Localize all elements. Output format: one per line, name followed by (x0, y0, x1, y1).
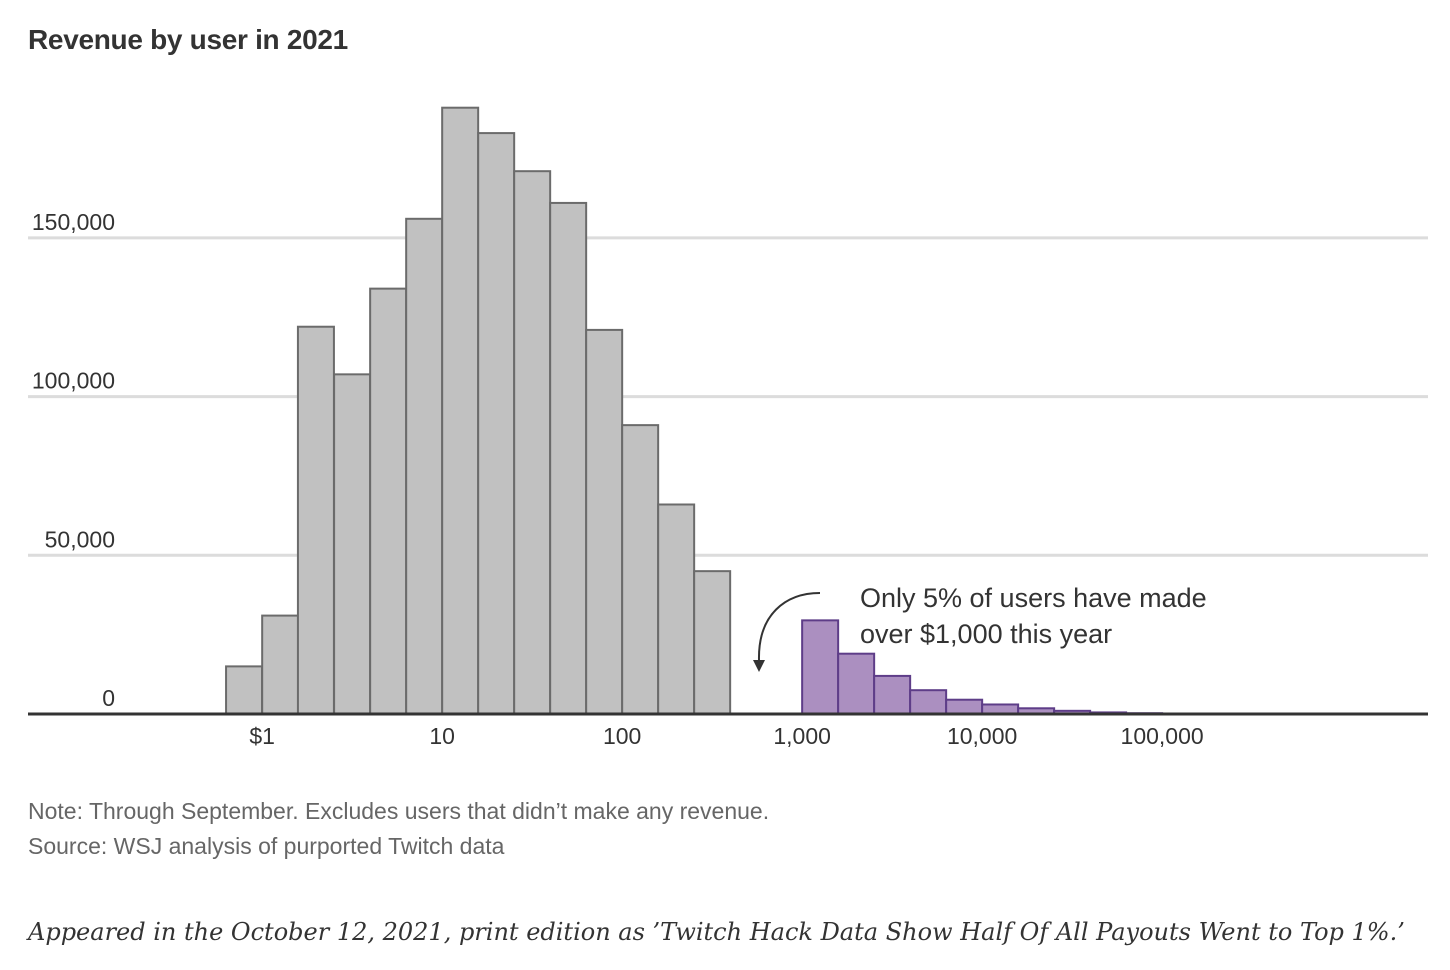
bar-under-1000 (369, 287, 408, 715)
x-tick-label: 100,000 (1121, 723, 1204, 749)
x-tick-label: 1,000 (773, 723, 831, 749)
annotation-line-1: Only 5% of users have made (860, 583, 1207, 613)
bar-under-1000 (693, 570, 732, 716)
bar-under-1000 (441, 106, 480, 715)
print-edition-note: Appeared in the October 12, 2021, print … (28, 918, 1405, 946)
annotation-text: Only 5% of users have made over $1,000 t… (860, 580, 1207, 652)
bar-under-1000 (333, 373, 372, 715)
annotation-arrowhead (753, 660, 765, 672)
bar-over-1000 (873, 674, 912, 716)
bar-over-1000 (837, 652, 876, 716)
x-tick-labels: $1 10 100 1,000 10,000 100,000 (249, 723, 1203, 749)
annotation-arrow (757, 592, 821, 661)
bar-under-1000 (225, 665, 264, 716)
bar-over-1000 (909, 689, 948, 716)
bar-under-1000 (261, 614, 300, 715)
y-tick-label: 0 (102, 685, 115, 711)
y-tick-label: 100,000 (32, 368, 115, 394)
x-tick-label: 10 (429, 723, 455, 749)
note-text: Note: Through September. Excludes users … (28, 798, 770, 824)
y-tick-label: 150,000 (32, 209, 115, 235)
y-tick-labels: 0 50,000 100,000 150,000 (32, 209, 115, 711)
bar-over-1000 (945, 698, 984, 716)
bar-under-1000 (549, 201, 588, 716)
x-tick-label: 10,000 (947, 723, 1017, 749)
chart-title: Revenue by user in 2021 (28, 24, 348, 55)
x-tick-label: $1 (249, 723, 275, 749)
y-tick-label: 50,000 (45, 526, 115, 552)
bar-under-1000 (477, 132, 516, 716)
bar-under-1000 (296, 325, 335, 715)
gridlines (28, 236, 1428, 557)
histogram-bars (225, 106, 1164, 716)
source-text: Source: WSJ analysis of purported Twitch… (28, 833, 505, 859)
x-tick-label: 100 (603, 723, 641, 749)
chart-notes: Note: Through September. Excludes users … (28, 794, 769, 864)
bar-over-1000 (801, 619, 840, 715)
bar-under-1000 (585, 328, 624, 715)
bar-under-1000 (657, 503, 696, 715)
bar-under-1000 (513, 170, 552, 715)
bar-under-1000 (405, 217, 444, 716)
bar-under-1000 (621, 424, 660, 715)
annotation-line-2: over $1,000 this year (860, 619, 1113, 649)
